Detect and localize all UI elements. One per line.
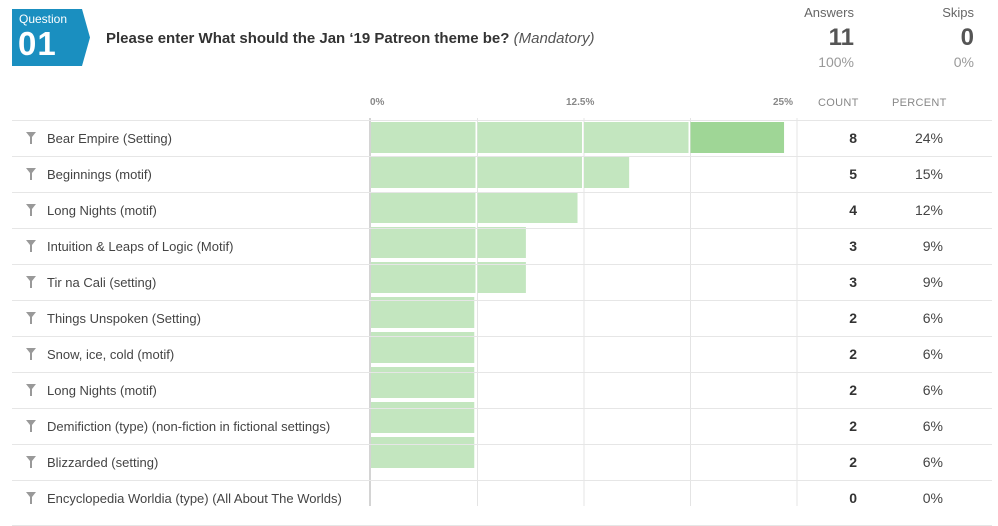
mandatory-label: (Mandatory) bbox=[513, 30, 595, 47]
row-count: 2 bbox=[849, 418, 857, 434]
funnel-icon[interactable] bbox=[26, 132, 36, 144]
funnel-icon[interactable] bbox=[26, 240, 36, 252]
row-count: 2 bbox=[849, 382, 857, 398]
table-row: Long Nights (motif) 2 6% bbox=[12, 372, 992, 408]
skips-percent: 0% bbox=[953, 54, 974, 70]
row-count: 4 bbox=[849, 202, 857, 218]
funnel-icon[interactable] bbox=[26, 168, 36, 180]
skips-value: 0 bbox=[960, 24, 974, 51]
funnel-icon[interactable] bbox=[26, 348, 36, 360]
table-row: Long Nights (motif) 4 12% bbox=[12, 192, 992, 228]
table-row: Encyclopedia Worldia (type) (All About T… bbox=[12, 480, 992, 516]
row-percent: 6% bbox=[922, 382, 943, 398]
table-row: Snow, ice, cold (motif) 2 6% bbox=[12, 336, 992, 372]
table-row: Beginnings (motif) 5 15% bbox=[12, 156, 992, 192]
percent-column-header: PERCENT bbox=[892, 97, 947, 109]
funnel-icon[interactable] bbox=[26, 420, 36, 432]
axis-tick-12-5: 12.5% bbox=[566, 97, 595, 108]
row-percent: 9% bbox=[922, 238, 943, 254]
table-row: Tir na Cali (setting) 3 9% bbox=[12, 264, 992, 300]
funnel-icon[interactable] bbox=[26, 384, 36, 396]
funnel-icon[interactable] bbox=[26, 312, 36, 324]
question-title: Please enter What should the Jan ‘19 Pat… bbox=[106, 30, 594, 47]
results-table: Bear Empire (Setting) 8 24% Beginnings (mot… bbox=[12, 120, 992, 516]
count-column-header: COUNT bbox=[818, 97, 859, 109]
table-row: Demifiction (type) (non-fiction in ficti… bbox=[12, 408, 992, 444]
row-label: Long Nights (motif) bbox=[47, 203, 157, 218]
answers-percent: 100% bbox=[818, 54, 854, 70]
axis-tick-0: 0% bbox=[370, 97, 385, 108]
row-count: 2 bbox=[849, 346, 857, 362]
row-label: Snow, ice, cold (motif) bbox=[47, 347, 175, 362]
row-percent: 0% bbox=[922, 490, 943, 506]
row-count: 0 bbox=[849, 490, 857, 506]
funnel-icon[interactable] bbox=[26, 276, 36, 288]
row-label: Blizzarded (setting) bbox=[47, 455, 159, 470]
question-number: 01 bbox=[18, 25, 57, 62]
table-row: Things Unspoken (Setting) 2 6% bbox=[12, 300, 992, 336]
skips-stat: Skips 0 0% bbox=[920, 5, 974, 70]
row-count: 5 bbox=[849, 166, 857, 182]
row-percent: 6% bbox=[922, 346, 943, 362]
row-label: Demifiction (type) (non-fiction in ficti… bbox=[47, 419, 331, 434]
funnel-icon[interactable] bbox=[26, 492, 36, 504]
row-percent: 24% bbox=[914, 130, 943, 146]
row-percent: 12% bbox=[914, 202, 943, 218]
funnel-icon[interactable] bbox=[26, 456, 36, 468]
table-row: Blizzarded (setting) 2 6% bbox=[12, 444, 992, 480]
funnel-icon[interactable] bbox=[26, 204, 36, 216]
row-count: 3 bbox=[849, 238, 857, 254]
question-badge bbox=[12, 9, 90, 66]
table-row: Intuition & Leaps of Logic (Motif) 3 9% bbox=[12, 228, 992, 264]
row-label: Bear Empire (Setting) bbox=[47, 131, 172, 146]
answers-label: Answers bbox=[804, 5, 854, 20]
row-label: Long Nights (motif) bbox=[47, 383, 157, 398]
answers-value: 11 bbox=[828, 24, 854, 51]
row-count: 3 bbox=[849, 274, 857, 290]
row-label: Encyclopedia Worldia (type) (All About T… bbox=[47, 491, 342, 506]
skips-label: Skips bbox=[942, 5, 974, 20]
row-label: Tir na Cali (setting) bbox=[47, 275, 157, 290]
answers-stat: Answers 11 100% bbox=[790, 5, 854, 70]
row-percent: 6% bbox=[922, 454, 943, 470]
question-badge-shape bbox=[12, 9, 90, 66]
row-label: Things Unspoken (Setting) bbox=[47, 311, 201, 326]
row-percent: 6% bbox=[922, 310, 943, 326]
table-row: Bear Empire (Setting) 8 24% bbox=[12, 120, 992, 156]
row-count: 2 bbox=[849, 454, 857, 470]
axis-tick-25: 25% bbox=[773, 97, 794, 108]
row-count: 8 bbox=[849, 130, 857, 146]
row-percent: 9% bbox=[922, 274, 943, 290]
row-label: Intuition & Leaps of Logic (Motif) bbox=[47, 239, 234, 254]
question-badge-label: Question bbox=[19, 12, 68, 26]
row-count: 2 bbox=[849, 310, 857, 326]
row-label: Beginnings (motif) bbox=[47, 167, 152, 182]
question-title-text: Please enter What should the Jan ‘19 Pat… bbox=[106, 30, 510, 47]
row-percent: 15% bbox=[914, 166, 943, 182]
row-percent: 6% bbox=[922, 418, 943, 434]
